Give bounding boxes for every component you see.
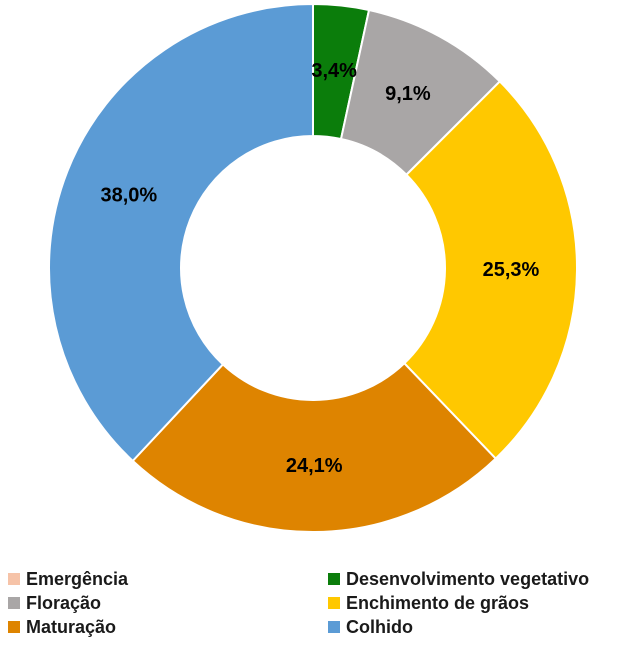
legend-item-floracao: Floração — [8, 592, 328, 614]
legend-swatch — [328, 621, 340, 633]
donut-slices — [48, 2, 578, 533]
legend-label: Desenvolvimento vegetativo — [346, 568, 590, 589]
legend-swatch — [8, 573, 20, 585]
chart-legend: Emergência Desenvolvimento vegetativo Flor… — [8, 568, 634, 638]
legend-label: Maturação — [26, 616, 117, 637]
slice-enchimento-de-graos — [402, 80, 578, 461]
legend-swatch — [328, 597, 340, 609]
legend-item-emergencia: Emergência — [8, 568, 328, 590]
slice-maturacao — [131, 361, 498, 533]
donut-chart: 3,4% 9,1% 25,3% 24,1% 38,0% — [48, 2, 578, 533]
value-label-floracao: 9,1% — [385, 83, 431, 105]
legend-item-enchimento-de-graos: Enchimento de grãos — [328, 592, 634, 614]
legend-swatch — [8, 597, 20, 609]
legend-swatch — [8, 621, 20, 633]
legend-label: Enchimento de grãos — [346, 592, 530, 613]
legend-label: Floração — [26, 592, 102, 613]
value-label-desenvolvimento-vegetativo: 3,4% — [311, 60, 357, 82]
legend-item-colhido: Colhido — [328, 616, 634, 638]
value-label-colhido: 38,0% — [100, 184, 157, 206]
legend-swatch — [328, 573, 340, 585]
slice-colhido — [48, 2, 314, 463]
value-label-enchimento-de-graos: 25,3% — [483, 259, 540, 281]
legend-label: Colhido — [346, 616, 413, 637]
legend-item-desenvolvimento-vegetativo: Desenvolvimento vegetativo — [328, 568, 634, 590]
donut-value-labels: 3,4% 9,1% 25,3% 24,1% 38,0% — [100, 60, 539, 477]
value-label-maturacao: 24,1% — [286, 455, 343, 477]
legend-item-maturacao: Maturação — [8, 616, 328, 638]
legend-label: Emergência — [26, 568, 129, 589]
